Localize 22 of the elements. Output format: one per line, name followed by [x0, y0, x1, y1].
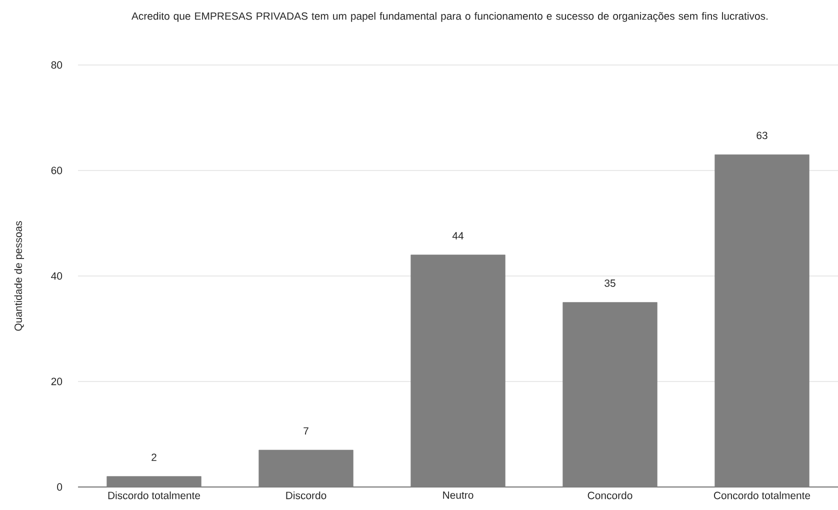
data-label: 7 [304, 427, 308, 435]
y-tick-label: 20 [51, 378, 62, 386]
bar [410, 254, 506, 488]
y-tick-label: 40 [51, 272, 62, 280]
data-label: 2 [152, 454, 156, 461]
chart-title: Acredito que EMPRESAS PRIVADAS tem um papel fundamental para o funcionamento e sucesso de organizações sem fins lucrativos. [131, 12, 768, 22]
y-tick-label: 80 [51, 61, 62, 69]
bar [714, 154, 810, 488]
data-label: 44 [452, 232, 464, 240]
data-label: 63 [756, 132, 768, 140]
data-label: 35 [604, 279, 616, 287]
x-tick-label: Concordo totalmente [714, 492, 810, 500]
bar [258, 450, 354, 488]
x-tick-label: Discordo totalmente [108, 492, 200, 500]
x-tick-label: Discordo [286, 492, 326, 500]
x-tick-label: Concordo [588, 492, 632, 500]
x-tick-label: Neutro [443, 492, 474, 499]
bar [562, 302, 658, 488]
y-tick-label: 60 [51, 166, 62, 174]
y-tick-label: 0 [57, 483, 62, 491]
bar [106, 476, 202, 488]
y-axis-title: Quantidade de pessoas [14, 221, 24, 331]
